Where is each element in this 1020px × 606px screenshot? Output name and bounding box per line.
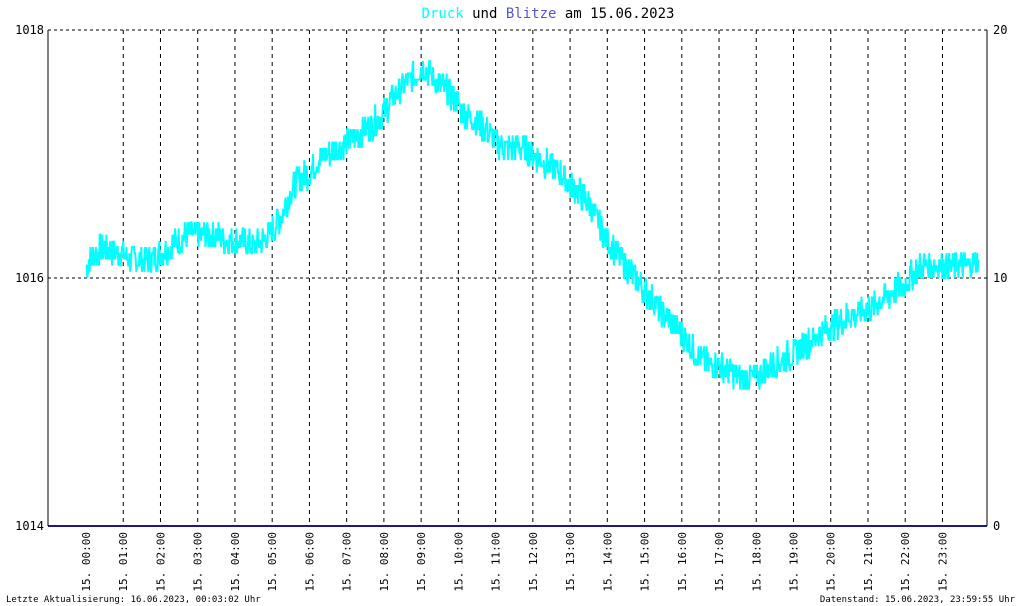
title-part-und: und (464, 6, 506, 22)
ticks-layer: 1014 1016 1018 0 10 20 15. 00:00 15. 01:00 15. 0… (15, 23, 1007, 592)
x-tick-label: 15. 14:00 (601, 532, 614, 592)
x-tick-label: 15. 16:00 (676, 532, 689, 592)
right-tick-label: 20 (993, 23, 1007, 37)
x-tick-label: 15. 05:00 (266, 532, 279, 592)
x-tick-label: 15. 18:00 (750, 532, 763, 592)
x-tick-label: 15. 04:00 (229, 532, 242, 592)
footer-left: Letzte Aktualisierung: 16.06.2023, 00:03… (6, 595, 261, 605)
x-tick-label: 15. 03:00 (192, 532, 205, 592)
x-tick-label: 15. 09:00 (415, 532, 428, 592)
title-part-blitze: Blitze (506, 6, 557, 22)
x-tick-label: 15. 02:00 (154, 532, 167, 592)
x-tick-label: 15. 17:00 (713, 532, 726, 592)
x-tick-label: 15. 00:00 (80, 532, 93, 592)
series-layer (48, 60, 987, 527)
pressure-series-line (85, 60, 980, 390)
left-tick-label: 1016 (15, 271, 44, 285)
x-tick-label: 15. 23:00 (936, 532, 949, 592)
left-tick-label: 1014 (15, 519, 44, 533)
left-tick-label: 1018 (15, 23, 44, 37)
x-tick-label: 15. 22:00 (899, 532, 912, 592)
x-tick-label: 15. 12:00 (527, 532, 540, 592)
x-tick-label: 15. 01:00 (117, 532, 130, 592)
x-tick-label: 15. 15:00 (639, 532, 652, 592)
x-tick-label: 15. 07:00 (341, 532, 354, 592)
right-tick-label: 10 (993, 271, 1007, 285)
x-tick-label: 15. 13:00 (564, 532, 577, 592)
axis-layer (47, 30, 988, 526)
x-tick-label: 15. 20:00 (825, 532, 838, 592)
footer-right: Datenstand: 15.06.2023, 23:59:55 Uhr (820, 595, 1016, 605)
x-tick-label: 15. 21:00 (862, 532, 875, 592)
grid-layer (48, 29, 987, 526)
title-part-druck: Druck (422, 6, 465, 22)
x-tick-label: 15. 11:00 (490, 532, 503, 592)
x-tick-label: 15. 19:00 (788, 532, 801, 592)
title-part-date: am 15.06.2023 (556, 6, 674, 22)
right-tick-label: 0 (993, 519, 1000, 533)
chart-title: Druck und Blitze am 15.06.2023 (422, 6, 675, 22)
x-tick-label: 15. 06:00 (303, 532, 316, 592)
x-tick-label: 15. 10:00 (452, 532, 465, 592)
x-tick-label: 15. 08:00 (378, 532, 391, 592)
